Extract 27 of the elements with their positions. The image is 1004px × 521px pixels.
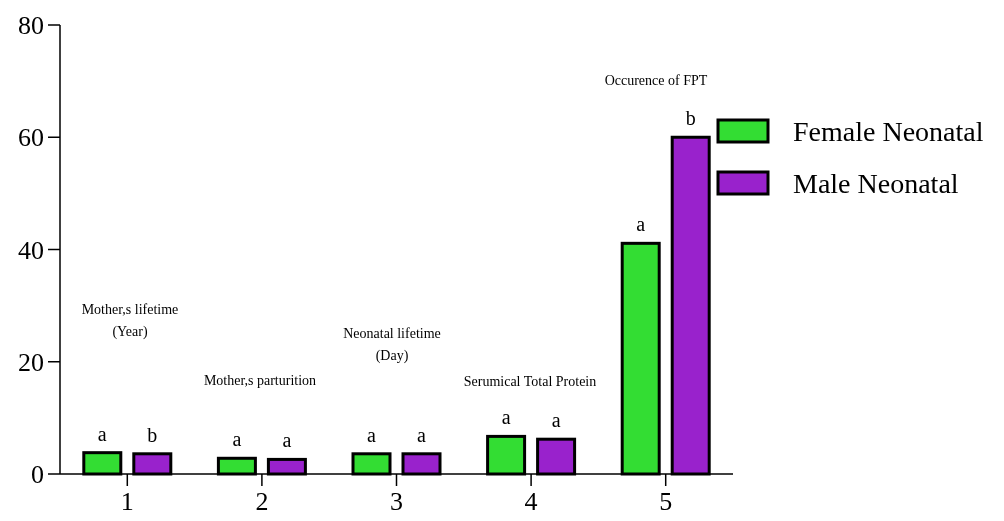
x-tick-label: 4: [524, 487, 538, 516]
data-label: a: [417, 423, 427, 446]
data-label: a: [232, 428, 242, 451]
y-tick-label: 20: [18, 347, 44, 377]
data-label: a: [636, 213, 646, 236]
y-tick-label: 40: [18, 235, 44, 265]
y-tick-label: 80: [18, 11, 44, 41]
x-tick-label: 5: [659, 487, 673, 516]
data-label: a: [501, 406, 511, 429]
annotation: Serumical Total Protein: [463, 373, 597, 389]
data-label: b: [685, 107, 696, 130]
data-label: a: [282, 429, 292, 452]
legend-label: Female Neonatal: [793, 115, 984, 147]
data-label: b: [147, 423, 158, 446]
x-tick-label: 3: [390, 487, 403, 516]
data-label: a: [97, 422, 107, 445]
data-label: a: [551, 409, 561, 432]
data-label: a: [367, 423, 377, 446]
y-tick-label: 0: [31, 460, 44, 490]
annotation: Mother,s lifetime (Year): [81, 301, 179, 340]
annotation: Occurence of FPT: [604, 72, 708, 88]
x-tick-label: 2: [255, 487, 269, 516]
y-tick-label: 60: [18, 123, 44, 153]
annotation: Mother,s parturition: [203, 372, 317, 388]
x-tick-label: 1: [120, 487, 134, 516]
legend-label: Male Neonatal: [793, 167, 959, 199]
annotation: Neonatal lifetime (Day): [343, 325, 441, 364]
